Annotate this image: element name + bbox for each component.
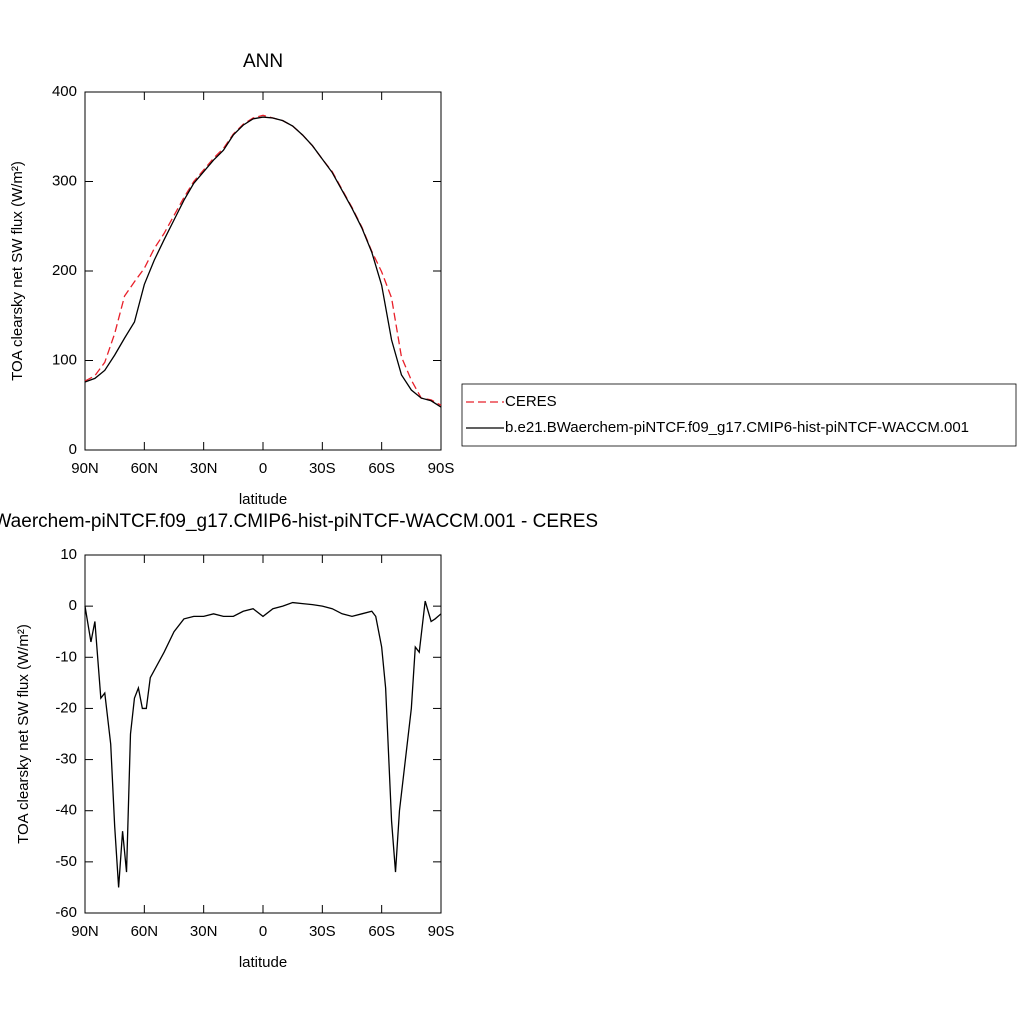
y-tick-label: 0 <box>69 441 77 458</box>
y-tick-label: -10 <box>55 648 77 665</box>
x-tick-label: 0 <box>259 460 267 477</box>
x-tick-label: 30N <box>190 923 218 940</box>
chart-title: b.e21.BWaerchem-piNTCF.f09_g17.CMIP6-his… <box>0 511 598 532</box>
x-tick-label: 60N <box>131 923 159 940</box>
y-tick-label: 200 <box>52 262 77 279</box>
y-axis-title: TOA clearsky net SW flux (W/m²) <box>15 624 32 844</box>
data-line <box>84 600 442 888</box>
y-tick-label: -60 <box>55 904 77 921</box>
x-axis-title: latitude <box>239 491 287 508</box>
chart-title: ANN <box>243 51 283 72</box>
legend-label: CERES <box>505 393 557 410</box>
y-tick-label: 100 <box>52 351 77 368</box>
plot-frame <box>84 91 442 451</box>
y-tick-label: -50 <box>55 853 77 870</box>
x-axis-title: latitude <box>239 954 287 971</box>
y-tick-label: 400 <box>52 83 77 100</box>
y-tick-label: 300 <box>52 172 77 189</box>
y-axis-title: TOA clearsky net SW flux (W/m²) <box>9 161 26 381</box>
x-tick-label: 0 <box>259 923 267 940</box>
x-tick-label: 30N <box>190 460 218 477</box>
y-tick-label: 10 <box>60 546 77 563</box>
x-tick-label: 90S <box>428 923 455 940</box>
legend-label: b.e21.BWaerchem-piNTCF.f09_g17.CMIP6-his… <box>505 419 969 436</box>
x-tick-label: 60S <box>368 923 395 940</box>
legend-box <box>461 383 1017 447</box>
data-line <box>84 116 442 408</box>
x-tick-label: 30S <box>309 923 336 940</box>
y-tick-label: -30 <box>55 751 77 768</box>
x-tick-label: 90N <box>71 923 99 940</box>
y-tick-label: -20 <box>55 699 77 716</box>
y-tick-label: -40 <box>55 802 77 819</box>
x-tick-label: 60S <box>368 460 395 477</box>
x-tick-label: 60N <box>131 460 159 477</box>
y-tick-label: 0 <box>69 597 77 614</box>
data-line <box>84 114 442 406</box>
x-tick-label: 90S <box>428 460 455 477</box>
x-tick-label: 30S <box>309 460 336 477</box>
x-tick-label: 90N <box>71 460 99 477</box>
